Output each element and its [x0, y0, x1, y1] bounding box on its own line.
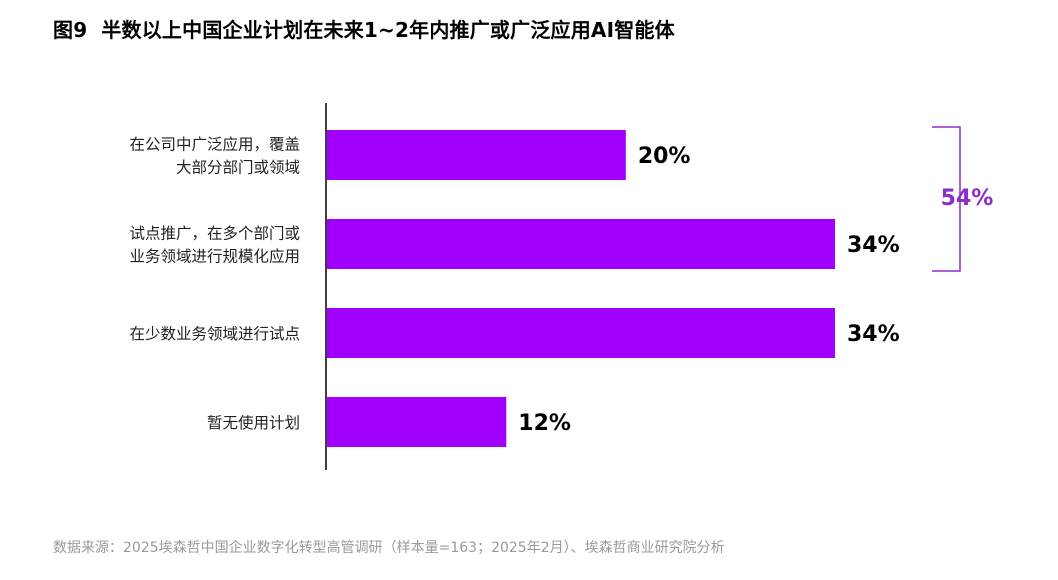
bar-3: [327, 397, 507, 447]
category-label-0-line-0: 在公司中广泛应用，覆盖: [129, 135, 300, 154]
bracket-total-label: 54%: [941, 186, 994, 211]
value-labels-layer: 20% 34% 34% 12%: [518, 144, 899, 436]
category-label-3-line-0: 暂无使用计划: [207, 414, 300, 432]
source-note: 数据来源：2025埃森哲中国企业数字化转型高管调研（样本量=163；2025年2…: [53, 540, 725, 556]
category-label-1-line-1: 业务领域进行规模化应用: [129, 247, 300, 266]
bar-0: [327, 130, 626, 180]
value-label-3: 12%: [518, 411, 571, 436]
bars-layer: [327, 130, 835, 447]
category-label-1-line-0: 试点推广，在多个部门或: [129, 225, 300, 243]
bar-2: [327, 308, 835, 358]
bracket-line: [932, 126, 961, 272]
category-labels-layer: 在公司中广泛应用，覆盖大部分部门或领域试点推广，在多个部门或业务领域进行规模化应…: [129, 135, 300, 433]
value-label-1: 34%: [847, 233, 900, 258]
chart-title: 图9 半数以上中国企业计划在未来1~2年内推广或广泛应用AI智能体: [53, 14, 675, 43]
category-label-2-line-0: 在少数业务领域进行试点: [129, 325, 300, 343]
title-text: 半数以上中国企业计划在未来1~2年内推广或广泛应用AI智能体: [101, 18, 675, 42]
value-label-2: 34%: [847, 322, 900, 347]
bar-1: [327, 219, 835, 269]
figure-number: 图9: [53, 18, 88, 42]
value-label-0: 20%: [638, 144, 691, 169]
category-label-0-line-1: 大部分部门或领域: [176, 159, 300, 177]
